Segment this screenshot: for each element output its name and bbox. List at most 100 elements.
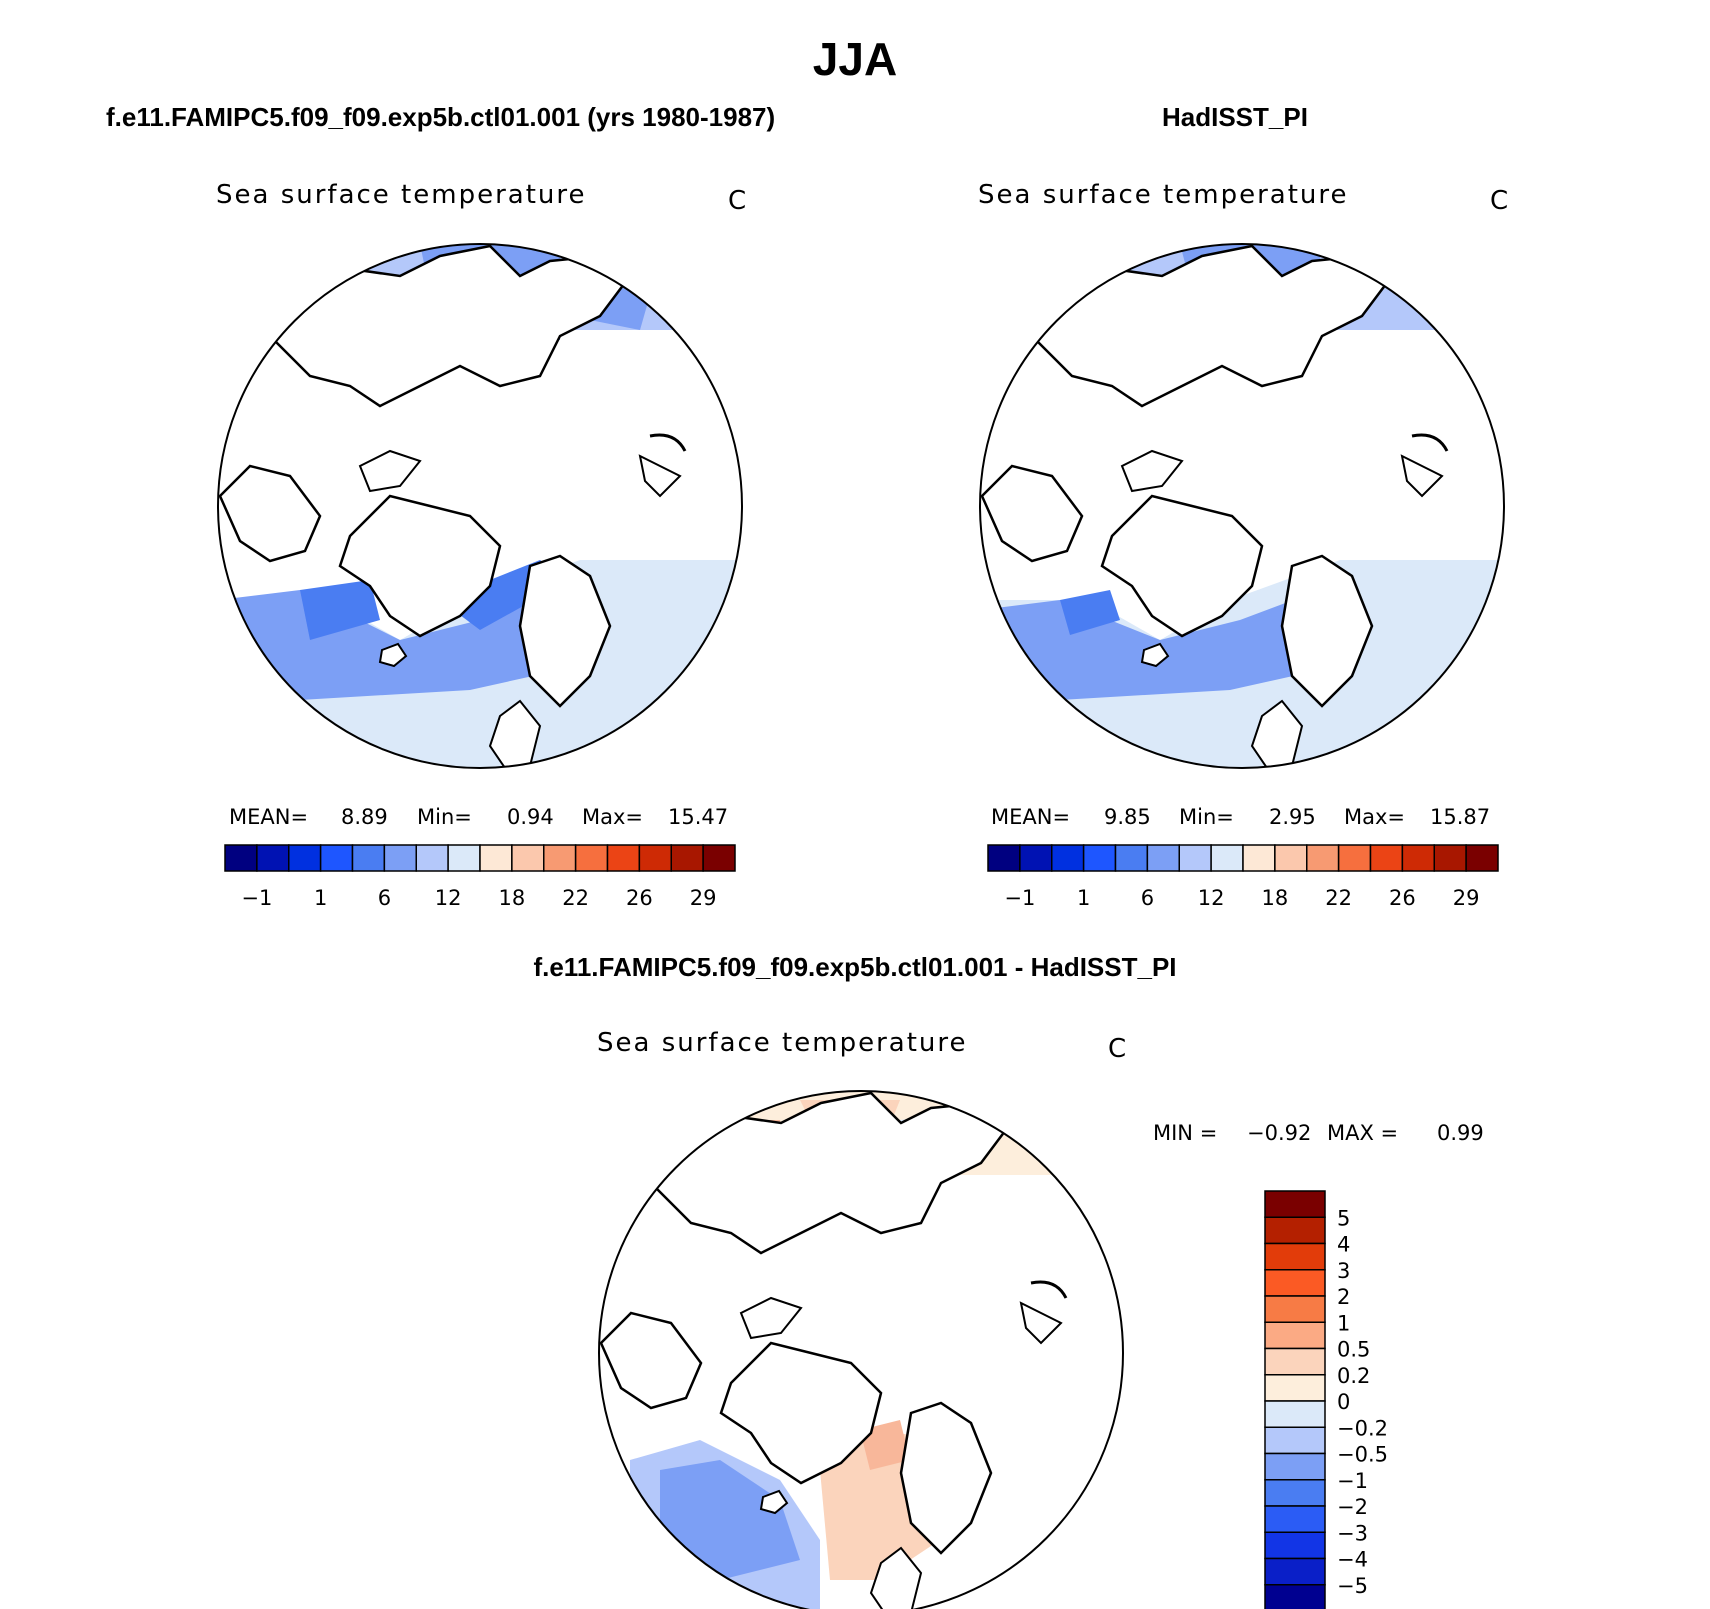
- map-panel-2-boundary: [979, 243, 1505, 769]
- colorbar-diff-tick-label: −0.2: [1337, 1416, 1388, 1440]
- panel-2-heading: HadISST_PI: [1162, 102, 1308, 132]
- colorbar-diff-swatch-0: [1264, 1190, 1326, 1218]
- colorbar-diff-tick-label: −3: [1337, 1521, 1368, 1545]
- colorbar-panel-1-tick-label: 26: [626, 886, 653, 910]
- colorbar-panel-1-swatch-1: [256, 844, 290, 872]
- figure-title: JJA: [812, 33, 898, 85]
- map-diff-boundary: [598, 1090, 1124, 1609]
- colorbar-panel-2-swatch-8: [1242, 844, 1276, 872]
- colorbar-panel-2-swatch-12: [1369, 844, 1404, 872]
- colorbar-diff-tick-label: −5: [1337, 1574, 1368, 1598]
- colorbar-panel-2-tick-label: 22: [1325, 886, 1352, 910]
- colorbar-diff-swatch-14: [1264, 1557, 1326, 1586]
- colorbar-diff-swatch-12: [1264, 1505, 1326, 1533]
- diff-max-label: MAX =: [1327, 1121, 1399, 1145]
- colorbar-panel-2-swatch-14: [1433, 844, 1467, 872]
- map-panel-1-boundary: [217, 243, 743, 769]
- colorbar-panel-2-swatch-13: [1401, 844, 1435, 872]
- colorbar-panel-2-swatch-9: [1274, 844, 1308, 872]
- colorbar-panel-2-swatch-10: [1306, 844, 1340, 872]
- colorbar-panel-2-tick-label: 12: [1198, 886, 1225, 910]
- panel-1-max-label: Max=: [582, 805, 644, 829]
- colorbar-panel-1-swatch-8: [479, 844, 513, 872]
- colorbar-diff-swatch-2: [1264, 1242, 1326, 1271]
- diff-variable: Sea surface temperature: [597, 1028, 968, 1058]
- panel-1-max-value: 15.47: [668, 805, 729, 829]
- colorbar-panel-2-swatch-2: [1051, 844, 1085, 872]
- colorbar-panel-1-swatch-15: [702, 844, 736, 872]
- colorbar-panel-2-swatch-0: [987, 844, 1021, 872]
- colorbar-diff-swatch-5: [1264, 1321, 1326, 1350]
- colorbar-panel-1-swatch-13: [638, 844, 672, 872]
- colorbar-panel-1-swatch-10: [543, 844, 577, 872]
- map-panel-2: [980, 244, 1504, 768]
- colorbar-panel-1-tick-label: 12: [435, 886, 462, 910]
- colorbar-panel-1-tick-label: 1: [314, 886, 327, 910]
- colorbar-panel-1-swatch-0: [224, 844, 258, 872]
- panel-2-max-value: 15.87: [1430, 805, 1491, 829]
- colorbar-diff-swatch-15: [1264, 1584, 1326, 1609]
- colorbar-panel-2-tick-label: −1: [1004, 886, 1035, 910]
- colorbar-diff-tick-label: 2: [1337, 1285, 1350, 1309]
- colorbar-panel-1-swatch-11: [574, 844, 609, 872]
- diff-min-value: −0.92: [1247, 1121, 1312, 1145]
- colorbar-panel-2: −1 1 6 12 18 22 26 29: [987, 844, 1499, 910]
- panel-2-variable: Sea surface temperature: [978, 180, 1349, 210]
- colorbar-panel-1-swatch-6: [415, 844, 449, 872]
- colorbar-diff-tick-label: 4: [1337, 1233, 1350, 1257]
- colorbar-panel-2-swatch-4: [1114, 844, 1149, 872]
- colorbar-diff-swatch-4: [1264, 1295, 1326, 1323]
- colorbar-diff-tick-label: 3: [1337, 1259, 1350, 1283]
- diff-min-label: MIN =: [1153, 1121, 1218, 1145]
- colorbar-panel-2-tick-label: 18: [1262, 886, 1289, 910]
- colorbar-diff-swatch-6: [1264, 1347, 1326, 1376]
- panel-2-min-value: 2.95: [1269, 805, 1316, 829]
- colorbar-panel-2-tick-label: 29: [1453, 886, 1480, 910]
- colorbar-panel-1-swatch-2: [288, 844, 322, 872]
- colorbar-diff-tick-label: −1: [1337, 1469, 1368, 1493]
- panel-1-units: C: [728, 186, 747, 216]
- colorbar-panel-1-swatch-14: [670, 844, 704, 872]
- colorbar-diff-swatch-3: [1264, 1269, 1326, 1297]
- panel-2-mean-label: MEAN=: [991, 805, 1071, 829]
- colorbar-diff-swatch-10: [1264, 1452, 1326, 1481]
- colorbar-diff-tick-label: −2: [1337, 1495, 1368, 1519]
- colorbar-panel-1-swatch-3: [319, 844, 354, 872]
- map-panel-1: [218, 244, 742, 768]
- colorbar-panel-1-tick-label: 22: [562, 886, 589, 910]
- panel-2-units: C: [1490, 186, 1509, 216]
- colorbar-panel-2-swatch-7: [1210, 844, 1244, 872]
- colorbar-diff-swatch-9: [1264, 1426, 1326, 1455]
- colorbar-panel-1-swatch-9: [511, 844, 545, 872]
- colorbar-diff-tick-label: 1: [1337, 1311, 1350, 1335]
- diff-units: C: [1108, 1034, 1127, 1064]
- colorbar-diff-swatch-11: [1264, 1479, 1326, 1507]
- colorbar-panel-1: −1 1 6 12 18 22 26 29: [224, 844, 736, 910]
- colorbar-diff-swatch-7: [1264, 1374, 1326, 1402]
- panel-1-mean-label: MEAN=: [229, 805, 309, 829]
- colorbar-panel-1-swatch-7: [447, 844, 481, 872]
- colorbar-panel-2-tick-label: 6: [1141, 886, 1154, 910]
- panel-1-min-label: Min=: [417, 805, 472, 829]
- colorbar-diff-swatch-13: [1264, 1531, 1326, 1560]
- colorbar-panel-1-tick-label: 18: [499, 886, 526, 910]
- colorbar-diff-tick-label: 0: [1337, 1390, 1350, 1414]
- diff-max-value: 0.99: [1437, 1121, 1484, 1145]
- colorbar-diff-tick-label: −4: [1337, 1548, 1368, 1572]
- colorbar-panel-1-swatch-4: [351, 844, 386, 872]
- colorbar-panel-2-swatch-3: [1082, 844, 1117, 872]
- colorbar-panel-2-tick-label: 1: [1077, 886, 1090, 910]
- panel-2-mean-value: 9.85: [1104, 805, 1151, 829]
- map-diff: [599, 1091, 1123, 1609]
- panel-1-mean-value: 8.89: [341, 805, 388, 829]
- colorbar-diff-swatch-8: [1264, 1400, 1326, 1428]
- colorbar-panel-1-swatch-5: [383, 844, 417, 872]
- colorbar-panel-2-swatch-11: [1337, 844, 1372, 872]
- colorbar-panel-2-tick-label: 26: [1389, 886, 1416, 910]
- panel-2-max-label: Max=: [1344, 805, 1406, 829]
- panel-1-min-value: 0.94: [507, 805, 554, 829]
- colorbar-panel-2-swatch-6: [1178, 844, 1212, 872]
- colorbar-diff-tick-label: 5: [1337, 1206, 1350, 1230]
